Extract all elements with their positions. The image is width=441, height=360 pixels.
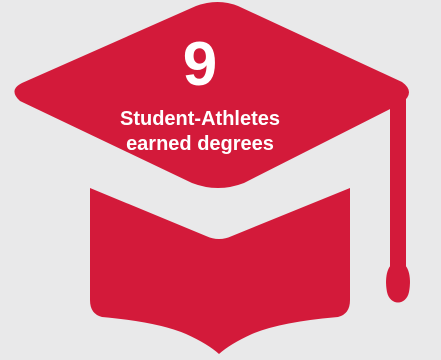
tassel-cord (390, 98, 406, 270)
caption-line-1: Student-Athletes (120, 108, 280, 130)
stat-caption: Student-Athletes earned degrees (80, 107, 320, 157)
tassel-end (386, 262, 410, 303)
cap-base (90, 188, 350, 354)
caption-line-2: earned degrees (126, 133, 274, 155)
stat-number: 9 (182, 30, 218, 99)
mortarboard-top (14, 2, 409, 188)
